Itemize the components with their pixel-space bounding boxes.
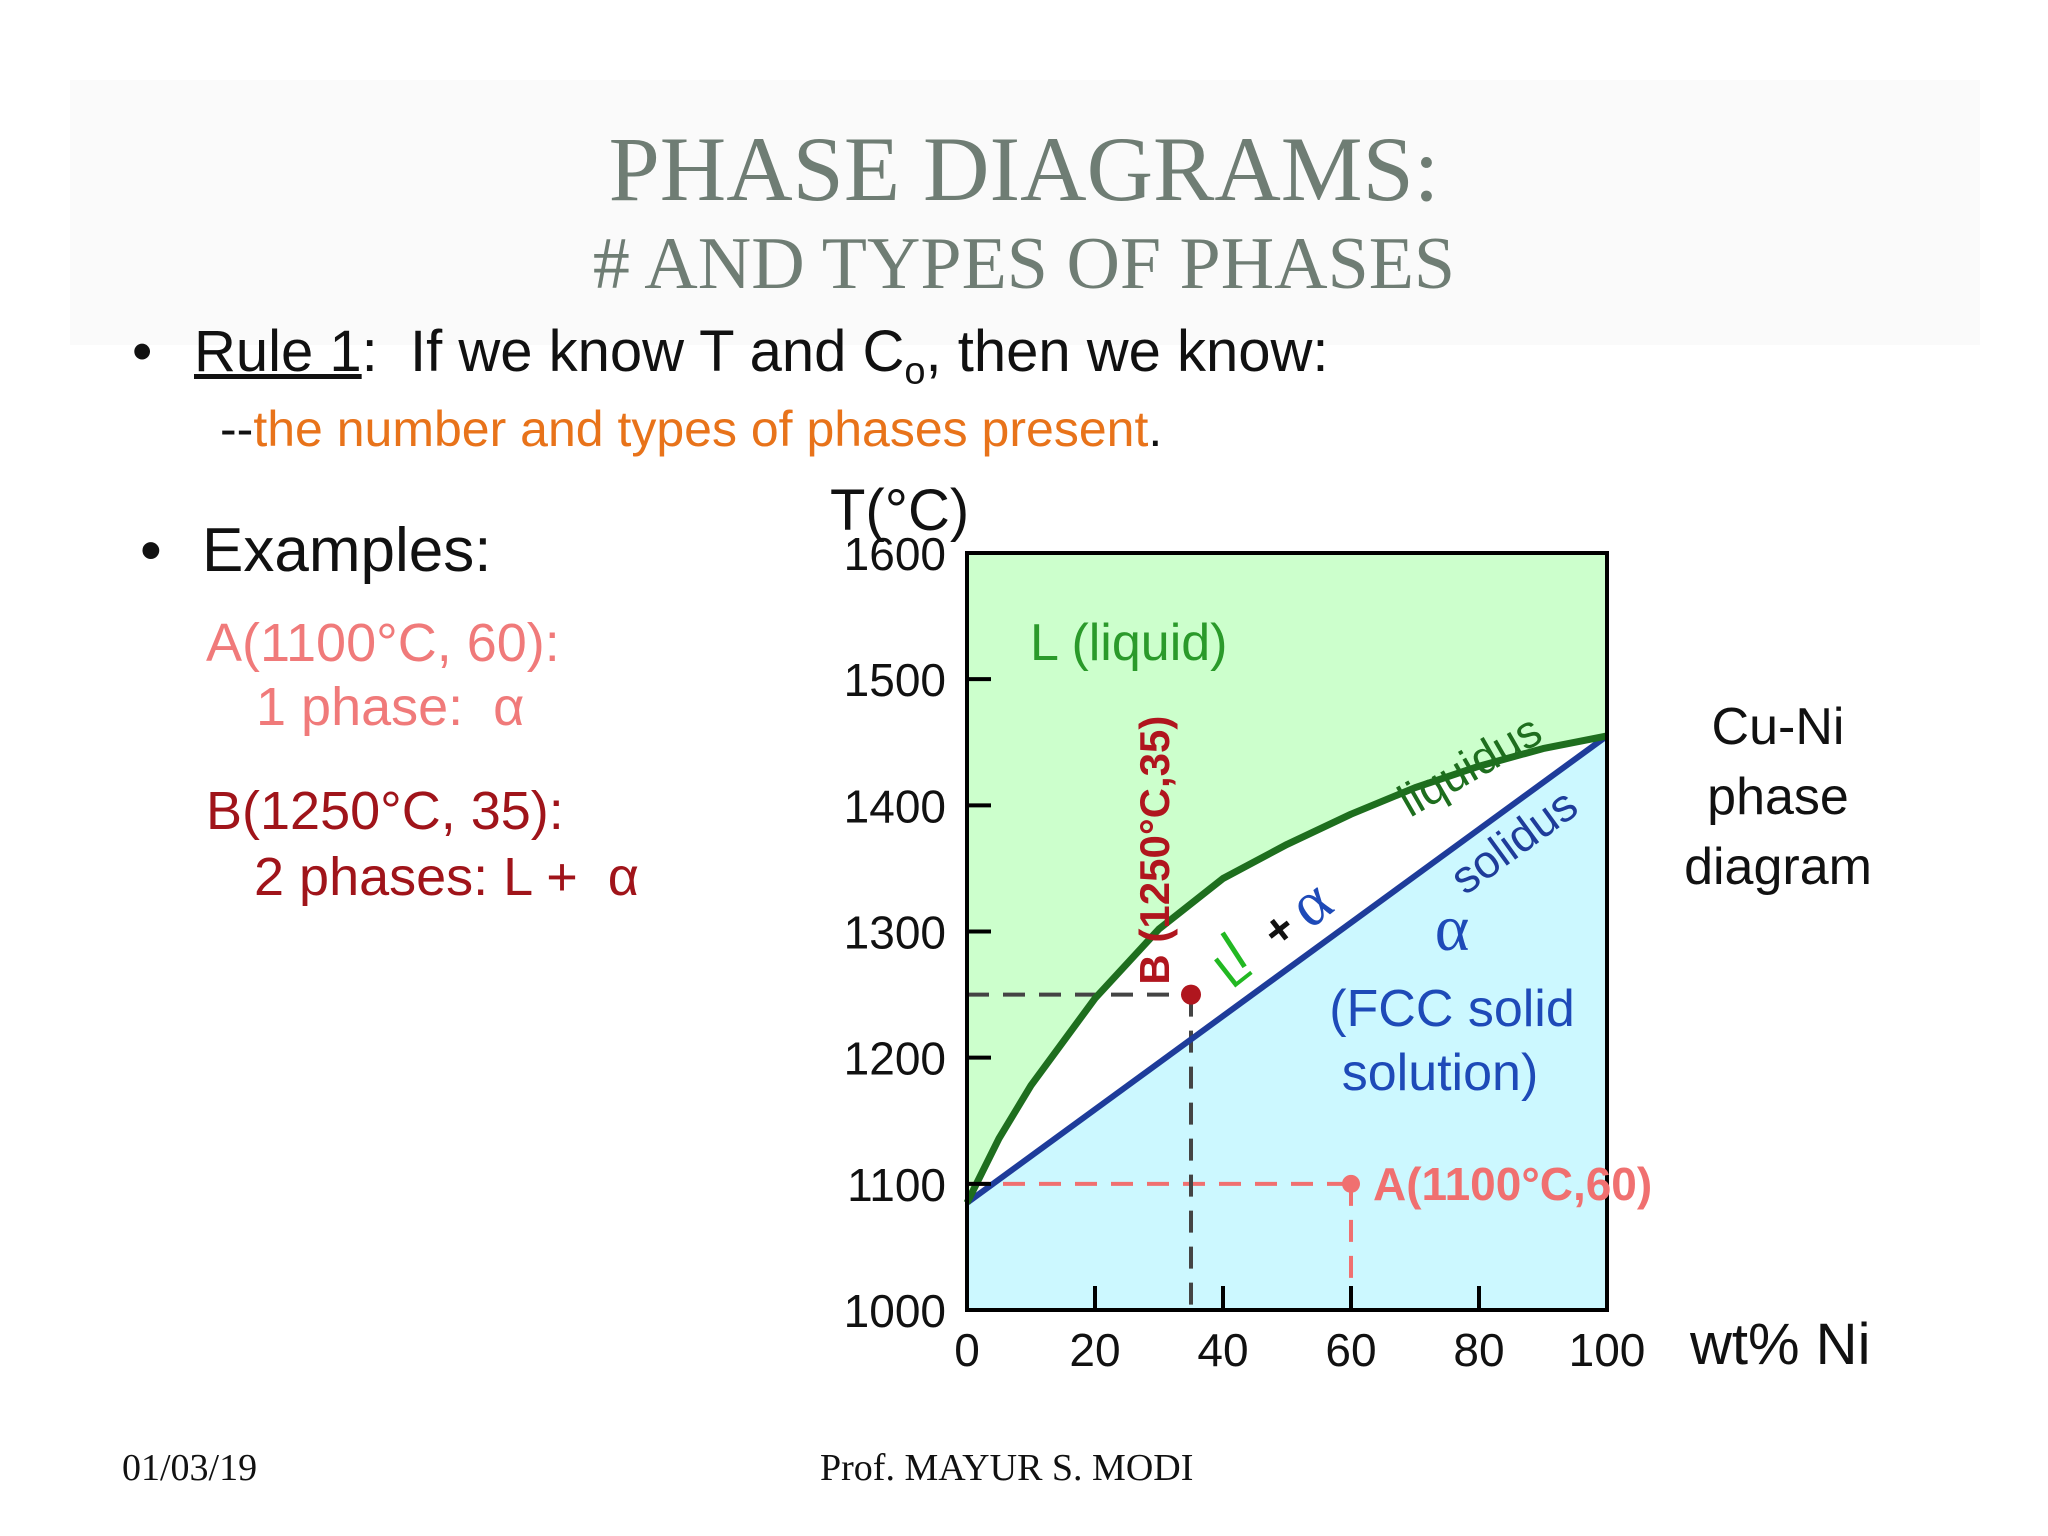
y-tick-label: 1600 bbox=[844, 528, 946, 580]
diagram-caption-line: Cu-Ni bbox=[1712, 698, 1845, 756]
point-a-marker bbox=[1342, 1174, 1360, 1193]
rule-text-b: , then we know: bbox=[925, 319, 1329, 384]
title-band bbox=[70, 80, 1980, 345]
solidus-curve bbox=[965, 733, 1609, 1206]
rule-text-a: If we know T and C bbox=[377, 319, 905, 384]
rule-1-detail: --the number and types of phases present… bbox=[220, 400, 1162, 458]
x-tick-label: 20 bbox=[1069, 1324, 1120, 1376]
y-tick-label: 1500 bbox=[844, 654, 946, 706]
x-tick-label: 0 bbox=[954, 1324, 980, 1376]
alpha-region-symbol: α bbox=[1435, 892, 1470, 965]
y-tick-label: 1400 bbox=[844, 780, 946, 832]
liquidus-curve bbox=[963, 732, 1608, 1205]
liquid-region-label: L (liquid) bbox=[1030, 614, 1228, 672]
example-a-phases: 1 phase: α bbox=[256, 677, 525, 737]
rule-subscript: o bbox=[904, 350, 926, 393]
x-tick-label: 100 bbox=[1569, 1324, 1646, 1376]
slide-subtitle: # AND TYPES OF PHASES bbox=[592, 223, 1456, 305]
alpha-region-label-line1: (FCC solid bbox=[1329, 980, 1575, 1038]
y-tick-label: 1300 bbox=[844, 907, 946, 959]
example-b-phases: 2 phases: L + α bbox=[254, 847, 639, 907]
footer-author: Prof. MAYUR S. MODI bbox=[820, 1447, 1194, 1489]
detail-suffix: . bbox=[1148, 401, 1163, 457]
slide-title: PHASE DIAGRAMS: bbox=[608, 118, 1440, 220]
diagram-caption-line: diagram bbox=[1684, 838, 1872, 896]
example-a-title: A(1100°C, 60): bbox=[206, 613, 560, 673]
bullet: • bbox=[132, 319, 153, 384]
point-b-label: B (1250°C,35) bbox=[1131, 716, 1178, 985]
rule-colon: : bbox=[361, 319, 378, 384]
y-tick-label: 1000 bbox=[844, 1285, 946, 1337]
diagram-caption-line: phase bbox=[1707, 768, 1849, 826]
rule-1-line: • Rule 1: If we know T and Co, then we kn… bbox=[132, 318, 1328, 394]
x-tick-label: 80 bbox=[1453, 1324, 1504, 1376]
bullet: • bbox=[140, 516, 162, 585]
point-a-label: A(1100°C,60) bbox=[1373, 1158, 1652, 1210]
footer-date: 01/03/19 bbox=[122, 1447, 258, 1489]
y-tick-label: 1100 bbox=[847, 1159, 946, 1211]
example-b-title: B(1250°C, 35): bbox=[206, 781, 564, 841]
y-axis-label: T(°C) bbox=[830, 478, 969, 543]
solid-region bbox=[967, 735, 1607, 1310]
rule-label: Rule 1 bbox=[194, 319, 362, 384]
alpha-region-label-line2: solution) bbox=[1342, 1044, 1539, 1102]
detail-prefix: -- bbox=[220, 401, 254, 457]
x-tick-label: 60 bbox=[1325, 1324, 1376, 1376]
point-b-marker bbox=[1181, 984, 1201, 1005]
x-tick-label: 40 bbox=[1197, 1324, 1248, 1376]
examples-label: Examples: bbox=[202, 516, 492, 585]
examples-heading: • Examples: bbox=[140, 515, 491, 586]
x-axis-label: wt% Ni bbox=[1689, 1312, 1870, 1377]
y-tick-label: 1200 bbox=[844, 1033, 946, 1085]
tie-line-tick bbox=[1220, 931, 1247, 969]
detail-text: the number and types of phases present bbox=[253, 401, 1149, 457]
